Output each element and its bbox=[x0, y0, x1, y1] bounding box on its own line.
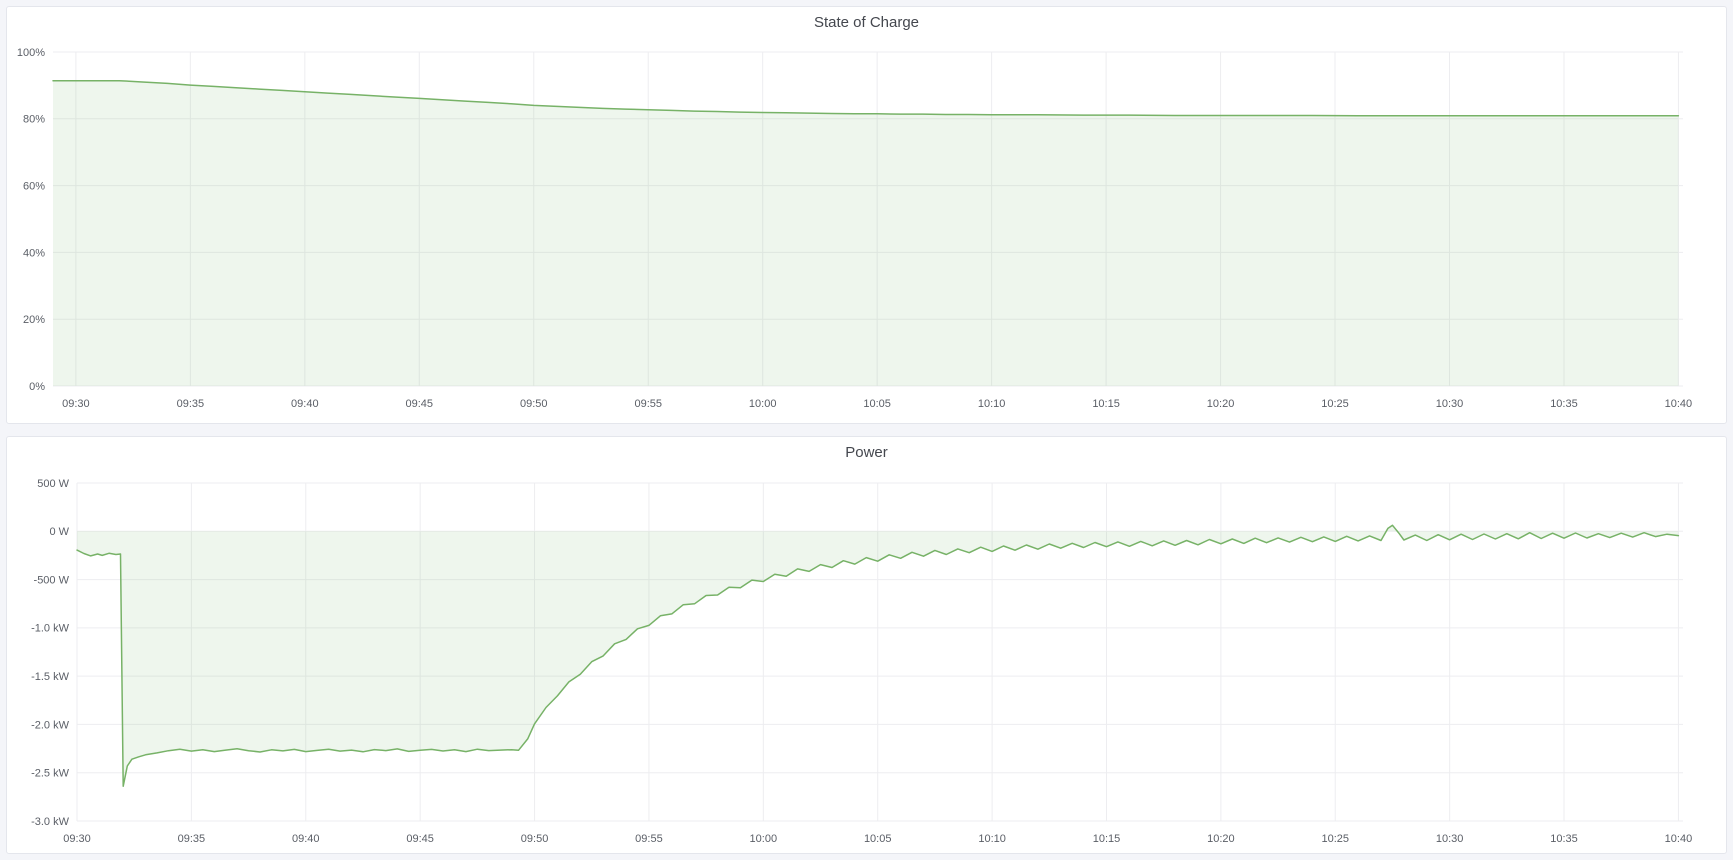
x-tick-label: 10:10 bbox=[978, 398, 1006, 410]
y-tick-label: 0% bbox=[29, 381, 45, 393]
y-tick-label: 100% bbox=[17, 47, 45, 59]
series-line bbox=[76, 524, 1680, 787]
x-tick-label: 10:00 bbox=[749, 398, 777, 410]
y-tick-label: 40% bbox=[23, 247, 45, 259]
x-tick-label: 09:40 bbox=[291, 398, 319, 410]
x-tick-label: 09:55 bbox=[634, 398, 662, 410]
x-tick-label: 10:30 bbox=[1436, 398, 1464, 410]
x-tick-label: 09:35 bbox=[177, 398, 205, 410]
x-tick-label: 10:10 bbox=[978, 833, 1006, 845]
y-tick-label: 20% bbox=[23, 314, 45, 326]
series-area bbox=[53, 80, 1679, 386]
x-tick-label: 10:05 bbox=[863, 398, 891, 410]
state-of-charge-chart[interactable]: 100% 80% 60% 40% 20% 0% 09:30 09:35 09:40 09:45 09… bbox=[7, 7, 1728, 425]
x-tick-label: 10:35 bbox=[1550, 833, 1578, 845]
x-tick-label: 10:40 bbox=[1665, 398, 1693, 410]
y-tick-label: 500 W bbox=[37, 478, 69, 490]
x-tick-label: 10:05 bbox=[864, 833, 892, 845]
gridlines bbox=[76, 482, 1683, 822]
y-tick-label: -500 W bbox=[34, 574, 70, 586]
x-tick-label: 09:45 bbox=[406, 398, 434, 410]
x-tick-label: 10:25 bbox=[1321, 398, 1349, 410]
axis-labels: 100% 80% 60% 40% 20% 0% 09:30 09:35 09:40 09:45 09… bbox=[17, 47, 1692, 410]
x-tick-label: 10:40 bbox=[1665, 833, 1693, 845]
y-tick-label: -1.5 kW bbox=[31, 671, 70, 683]
x-tick-label: 10:00 bbox=[750, 833, 778, 845]
x-tick-label: 10:30 bbox=[1436, 833, 1464, 845]
x-tick-label: 10:35 bbox=[1550, 398, 1578, 410]
y-tick-label: -3.0 kW bbox=[31, 816, 70, 828]
panel-state-of-charge: State of Charge 100% 80% 60% 40% 20% 0% 09:30 0… bbox=[6, 6, 1727, 424]
x-tick-label: 10:15 bbox=[1093, 833, 1121, 845]
gridlines bbox=[53, 51, 1683, 387]
y-tick-label: -2.0 kW bbox=[31, 719, 70, 731]
y-tick-label: -1.0 kW bbox=[31, 623, 70, 635]
y-tick-label: 60% bbox=[23, 180, 45, 192]
series-line bbox=[52, 79, 1680, 117]
x-tick-label: 09:45 bbox=[406, 833, 434, 845]
x-tick-label: 09:55 bbox=[635, 833, 663, 845]
x-tick-label: 10:20 bbox=[1207, 833, 1235, 845]
x-tick-label: 10:20 bbox=[1207, 398, 1235, 410]
x-tick-label: 09:35 bbox=[178, 833, 206, 845]
panel-power: Power 500 W 0 W -500 W -1.0 kW -1.5 kW -2.0 k… bbox=[6, 436, 1727, 854]
power-chart[interactable]: 500 W 0 W -500 W -1.0 kW -1.5 kW -2.0 kW -2.5 … bbox=[7, 437, 1728, 855]
series-area bbox=[77, 525, 1679, 787]
x-tick-label: 09:50 bbox=[520, 398, 548, 410]
y-tick-label: 80% bbox=[23, 114, 45, 126]
y-tick-label: -2.5 kW bbox=[31, 768, 70, 780]
x-tick-label: 10:15 bbox=[1092, 398, 1120, 410]
x-tick-label: 09:50 bbox=[521, 833, 549, 845]
x-tick-label: 10:25 bbox=[1321, 833, 1349, 845]
y-tick-label: 0 W bbox=[49, 526, 69, 538]
x-tick-label: 09:30 bbox=[63, 833, 91, 845]
panel-title-power[interactable]: Power bbox=[845, 444, 888, 461]
axis-labels: 500 W 0 W -500 W -1.0 kW -1.5 kW -2.0 kW -2.5 … bbox=[31, 478, 1692, 845]
x-tick-label: 09:30 bbox=[62, 398, 90, 410]
panel-title-state-of-charge[interactable]: State of Charge bbox=[813, 14, 920, 31]
x-tick-label: 09:40 bbox=[292, 833, 320, 845]
